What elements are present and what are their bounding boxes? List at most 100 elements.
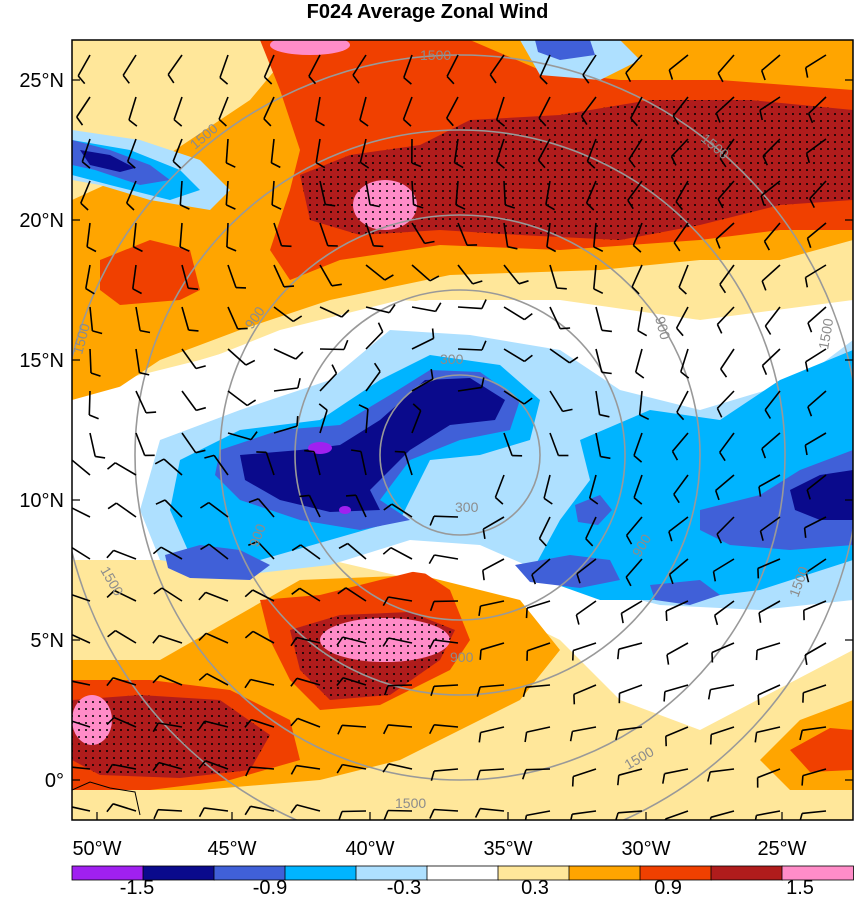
wind-barb-feather	[247, 540, 258, 547]
wind-barb-feather	[226, 246, 237, 252]
contour-ring-900a	[294, 289, 626, 621]
contour-label: 900	[450, 649, 474, 665]
wind-barb-feather	[195, 365, 206, 370]
wind-barb-feather	[198, 632, 207, 641]
red-region-east	[790, 728, 853, 772]
wind-barb	[219, 54, 229, 78]
wind-barb	[762, 138, 781, 157]
wind-barb-feather	[133, 246, 143, 253]
wind-barb-feather	[341, 309, 350, 318]
wind-barb	[132, 264, 137, 289]
wind-barb	[595, 348, 603, 373]
wind-barb	[135, 306, 141, 331]
wind-barb	[433, 684, 459, 688]
wind-barb	[503, 390, 525, 405]
wind-barb	[206, 672, 229, 686]
wind-barb-feather	[525, 608, 528, 619]
colorbar-swatch	[710, 865, 783, 881]
wind-barb-feather	[295, 351, 304, 360]
wind-barb-feather	[716, 324, 723, 334]
wind-barb-feather	[630, 117, 638, 127]
wind-barb	[539, 54, 551, 78]
wind-barb-feather	[523, 312, 533, 321]
wind-barb	[572, 642, 597, 652]
wind-barb	[445, 96, 459, 119]
wind-barb-feather	[537, 159, 546, 169]
wind-barb	[761, 432, 781, 450]
wind-barb	[549, 264, 558, 289]
wind-barb	[387, 684, 413, 687]
wind-barb-feather	[672, 115, 680, 125]
wind-barb	[713, 558, 735, 573]
wind-barb-feather	[315, 120, 325, 127]
wind-barb	[671, 432, 689, 452]
wind-barb-feather	[246, 399, 257, 407]
wind-barb	[411, 306, 436, 313]
wind-barb-feather	[338, 542, 349, 550]
wind-barb	[575, 600, 597, 616]
wind-barb	[806, 222, 827, 239]
wind-barb	[388, 724, 413, 728]
wind-barb-feather	[601, 329, 612, 333]
pink-patch-4	[270, 40, 350, 55]
wind-barb	[526, 726, 551, 733]
wind-barb	[665, 810, 689, 820]
wind-barb	[673, 474, 689, 495]
wind-barb	[805, 264, 827, 279]
wind-barb-feather	[806, 238, 812, 248]
wind-barb	[345, 587, 367, 602]
wind-barb-feather	[632, 244, 642, 253]
wind-barb	[403, 54, 413, 78]
royalblue-region-east3	[650, 580, 720, 605]
wind-barb	[549, 390, 564, 412]
wind-barb-feather	[760, 70, 766, 81]
wind-barb-feather	[666, 654, 670, 665]
lon-label-50w: 50°W	[72, 838, 121, 860]
wind-barb	[179, 222, 183, 247]
wind-barb	[758, 600, 781, 614]
wind-barb-feather	[570, 814, 573, 820]
wind-barb-feather	[237, 327, 248, 330]
wind-barb	[593, 222, 597, 247]
wind-barb-feather	[712, 571, 717, 582]
wind-barb-feather	[496, 161, 505, 169]
wind-barb	[549, 306, 561, 330]
wind-barb-feather	[668, 574, 674, 585]
wind-barb	[319, 264, 333, 287]
wind-barb-feather	[556, 287, 567, 290]
wind-barb	[595, 390, 601, 415]
wind-barb	[252, 630, 275, 644]
wind-barb	[250, 678, 275, 686]
lat-label-25n: 25°N	[19, 70, 64, 92]
wind-barb	[205, 760, 229, 770]
wind-barb-feather	[600, 455, 611, 460]
wind-barb-feather	[152, 675, 161, 684]
wind-barb-feather	[805, 572, 810, 583]
wind-barb-feather	[482, 570, 485, 581]
wind-barb	[411, 264, 431, 282]
wind-barb-feather	[429, 275, 440, 282]
wind-barb	[89, 432, 96, 457]
wind-barb-feather	[482, 528, 486, 540]
wind-barb-feather	[545, 204, 555, 211]
wind-barb-feather	[662, 773, 666, 784]
wind-barb	[531, 558, 551, 576]
wind-barb	[494, 474, 505, 498]
wind-barb	[631, 264, 643, 288]
wind-barb-feather	[496, 119, 505, 127]
wind-barb	[710, 810, 735, 819]
wind-barb-feather	[61, 720, 67, 728]
wind-barb	[313, 451, 321, 476]
wind-barb	[457, 306, 482, 310]
wind-barb	[72, 766, 91, 770]
wind-barb-feather	[760, 195, 765, 206]
wind-barb-feather	[188, 287, 199, 290]
wind-barb-feather	[633, 454, 643, 463]
wind-barb	[668, 54, 689, 71]
wind-barb	[761, 264, 781, 282]
wind-barb	[89, 306, 94, 331]
wind-barb	[710, 768, 735, 773]
wind-barb-feather	[709, 734, 712, 745]
wind-barb-feather	[763, 240, 771, 251]
wind-barb-feather	[715, 112, 721, 123]
